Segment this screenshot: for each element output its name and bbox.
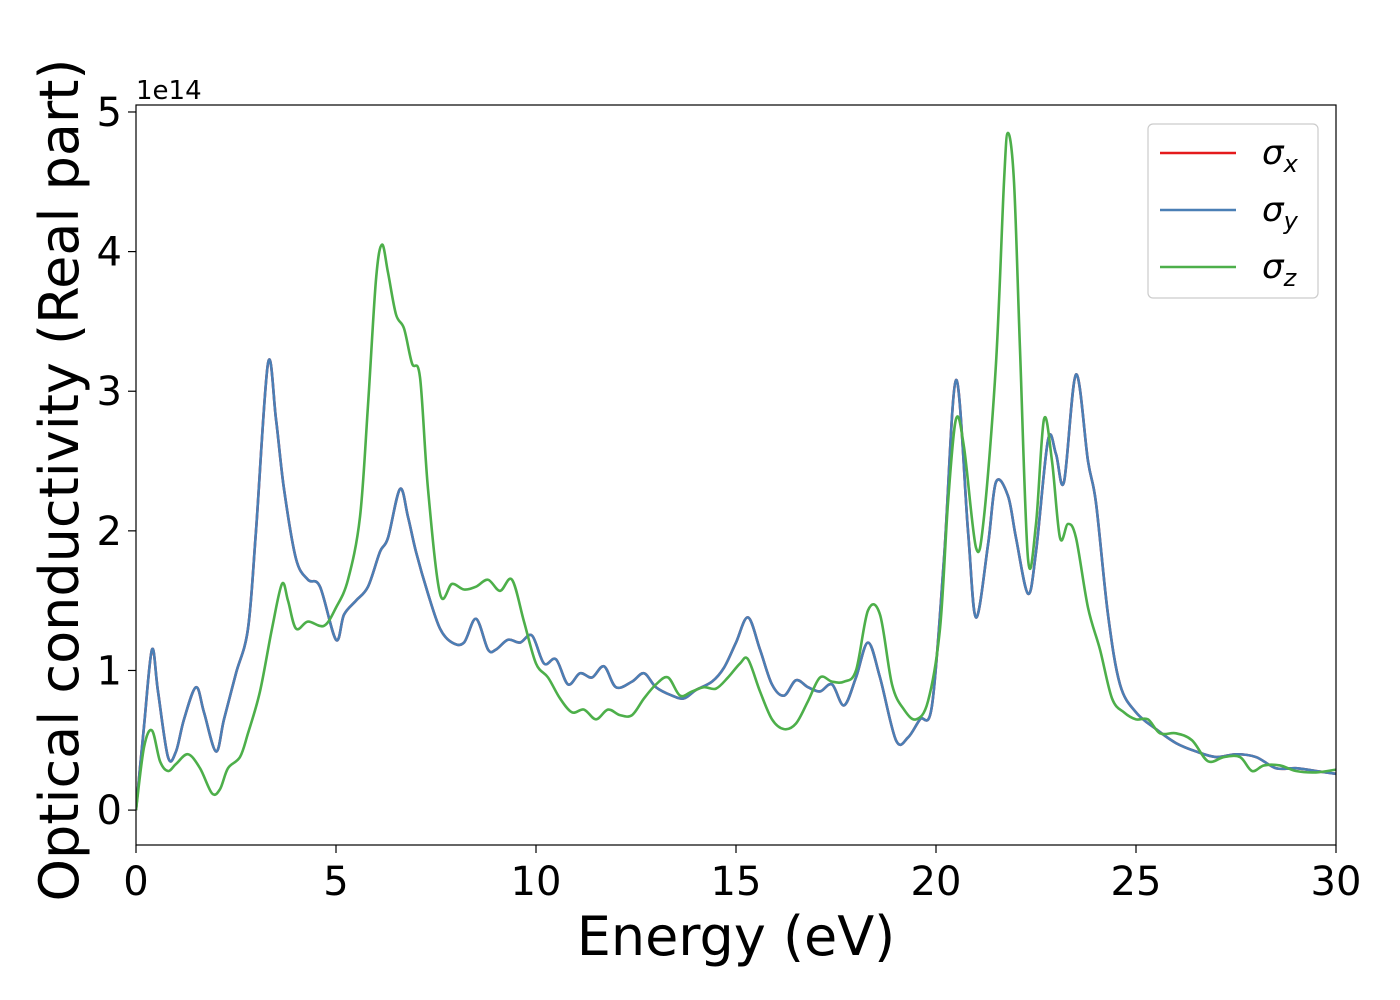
y-tick-label: 4 [97, 230, 122, 276]
x-tick-label: 25 [1111, 859, 1162, 905]
x-tick-label: 20 [911, 859, 962, 905]
x-tick-label: 0 [123, 859, 148, 905]
x-tick-label: 10 [511, 859, 562, 905]
x-tick-label: 5 [323, 859, 348, 905]
series-line-y [136, 358, 1336, 811]
series-line-z [136, 131, 1336, 811]
legend-label-x: σx [1262, 133, 1299, 178]
y-tick-label: 1 [97, 648, 122, 694]
x-axis-title: Energy (eV) [577, 905, 896, 968]
y-axis-title: Optical conductivity (Real part) [28, 59, 91, 902]
y-tick-label: 0 [97, 788, 122, 834]
y-tick-label: 3 [97, 369, 122, 415]
x-tick-label: 30 [1311, 859, 1362, 905]
y-tick-label: 2 [97, 509, 122, 555]
plot-layer [136, 131, 1336, 811]
series-line-x [136, 358, 1336, 811]
y-tick-label: 5 [97, 90, 122, 136]
x-tick-label: 15 [711, 859, 762, 905]
ticks-layer: 0 5 10 15 20 25 30 0 1 2 3 4 5 [97, 90, 1362, 905]
y-multiplier-label: 1e14 [136, 76, 202, 106]
